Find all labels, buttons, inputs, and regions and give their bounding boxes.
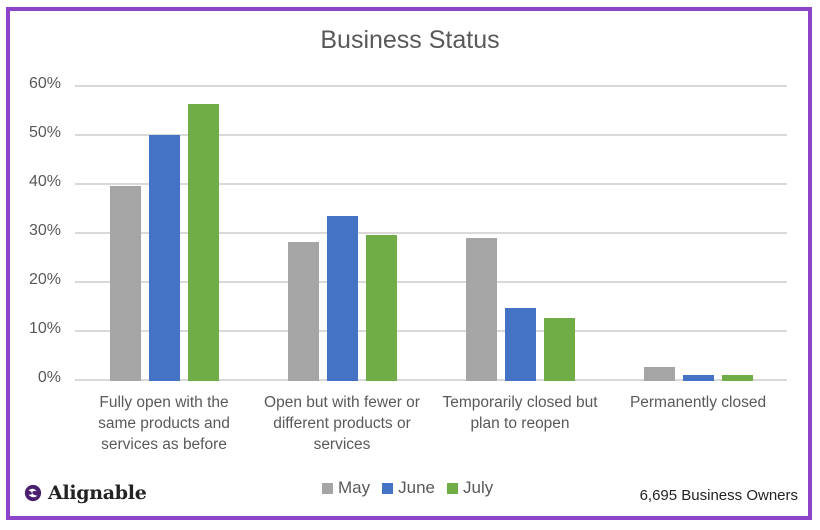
gridline xyxy=(75,379,787,381)
alignable-logo: Alignable xyxy=(24,482,147,504)
y-tick-label: 20% xyxy=(28,271,61,288)
sample-size-note: 6,695 Business Owners xyxy=(639,487,798,504)
bar-june xyxy=(682,374,714,381)
bar-may xyxy=(643,366,675,381)
bar-july xyxy=(365,234,397,381)
y-tick-label: 50% xyxy=(28,124,61,141)
bar-july xyxy=(187,104,219,381)
legend-label: June xyxy=(398,478,435,497)
bar-july xyxy=(721,374,753,381)
gridline xyxy=(75,330,787,332)
brand-name: Alignable xyxy=(48,482,147,504)
legend-label: May xyxy=(338,478,371,497)
gridline xyxy=(75,134,787,136)
legend-item-july: July xyxy=(447,478,493,498)
legend-swatch-icon xyxy=(322,482,333,494)
gridline xyxy=(75,85,787,87)
legend-item-may: May xyxy=(322,478,370,498)
y-tick-label: 30% xyxy=(28,222,61,239)
bar-may xyxy=(287,242,319,381)
legend-swatch-icon xyxy=(382,482,394,494)
bar-july xyxy=(543,318,575,381)
x-category-label: Temporarily closed but plan to reopen xyxy=(442,394,598,432)
alignable-mark-icon xyxy=(24,484,42,502)
plot-area: 0% 10% 20% 30% 40% 50% 60% xyxy=(29,75,787,386)
legend-swatch-icon xyxy=(447,482,458,494)
bar-june xyxy=(326,216,358,381)
y-tick-label: 0% xyxy=(37,369,61,386)
y-tick-label: 60% xyxy=(28,75,61,92)
x-category-label: Permanently closed xyxy=(629,394,767,411)
y-tick-label: 10% xyxy=(28,320,61,337)
y-tick-label: 40% xyxy=(28,173,61,190)
bar-may xyxy=(465,238,497,381)
bar-june xyxy=(504,308,536,381)
legend-label: July xyxy=(463,478,494,497)
bar-may xyxy=(109,186,141,381)
x-category-label: Open but with fewer or different products… xyxy=(264,394,420,453)
chart-title: Business Status xyxy=(320,26,500,54)
legend: May June July xyxy=(322,478,493,498)
gridline xyxy=(75,183,787,185)
gridline xyxy=(75,281,787,283)
gridline xyxy=(75,232,787,234)
x-category-label: Fully open with the same products and serv… xyxy=(98,394,230,453)
bar-june xyxy=(148,135,180,381)
legend-item-june: June xyxy=(382,478,435,498)
